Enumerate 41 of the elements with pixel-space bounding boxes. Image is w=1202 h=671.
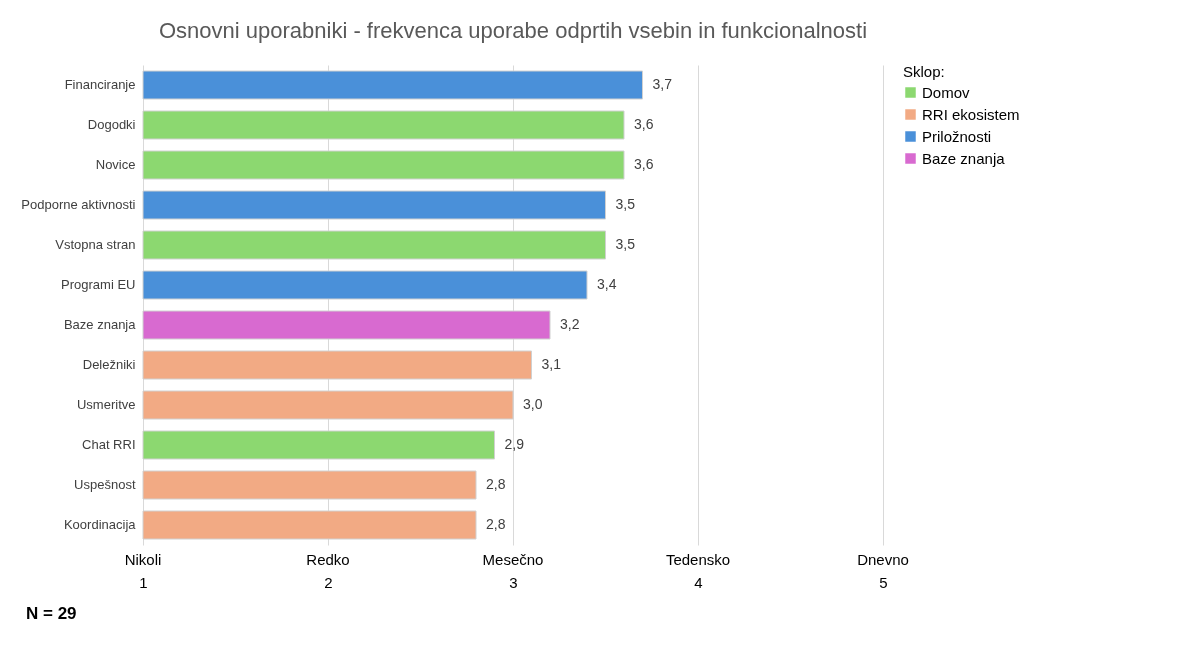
data-label: 3,4 bbox=[597, 276, 617, 292]
legend-label: RRI ekosistem bbox=[922, 105, 1020, 123]
text: N = 29 bbox=[26, 604, 77, 624]
data-label: 3,6 bbox=[634, 116, 654, 132]
y-tick-label: Novice bbox=[95, 157, 136, 172]
x-tick-label: 1 bbox=[139, 573, 148, 591]
x-tick-label: 4 bbox=[694, 573, 703, 591]
y-tick-label: Usmeritve bbox=[76, 397, 136, 412]
data-label: 3,0 bbox=[523, 396, 543, 412]
y-tick-label: Vstopna stran bbox=[55, 237, 136, 252]
legend-title: Sklop: bbox=[903, 63, 945, 80]
text: Mesečno bbox=[482, 551, 544, 568]
legend-label: Baze znanja bbox=[922, 149, 1006, 167]
data-label: 3,7 bbox=[652, 76, 673, 92]
y-tick-label: Chat RRI bbox=[82, 437, 136, 452]
data-label: 3,1 bbox=[541, 356, 562, 372]
legend-label: Domov bbox=[922, 83, 971, 101]
data-label: 2,8 bbox=[486, 516, 506, 532]
y-tick-label: Uspešnost bbox=[74, 477, 136, 492]
data-label: 2,8 bbox=[486, 476, 506, 492]
y-tick-label: Deležniki bbox=[82, 357, 136, 372]
x-tick-label: 3 bbox=[509, 573, 518, 591]
y-tick-label: Baze znanja bbox=[63, 317, 137, 332]
text: Redko bbox=[306, 551, 350, 568]
text: Nikoli bbox=[124, 551, 162, 568]
y-tick-label: Financiranje bbox=[64, 77, 136, 92]
text: Dnevno bbox=[857, 551, 909, 568]
data-label: 3,6 bbox=[634, 156, 654, 172]
chart-title: Osnovni uporabniki - frekvenca uporabe odprtih vsebin in funkcionalnosti bbox=[158, 18, 868, 43]
data-label: 3,5 bbox=[615, 236, 636, 252]
text: Tedensko bbox=[665, 551, 731, 568]
y-tick-label: Podporne aktivnosti bbox=[21, 197, 136, 212]
data-label: 3,2 bbox=[560, 316, 580, 332]
legend-label: Priložnosti bbox=[922, 127, 992, 145]
y-tick-label: Koordinacija bbox=[63, 517, 137, 532]
data-label: 3,5 bbox=[615, 196, 636, 212]
x-tick-label: 5 bbox=[879, 573, 888, 591]
y-tick-label: Dogodki bbox=[87, 117, 136, 132]
y-tick-label: Programi EU bbox=[61, 277, 136, 292]
x-tick-label: 2 bbox=[324, 573, 333, 591]
data-label: 2,9 bbox=[504, 436, 525, 452]
